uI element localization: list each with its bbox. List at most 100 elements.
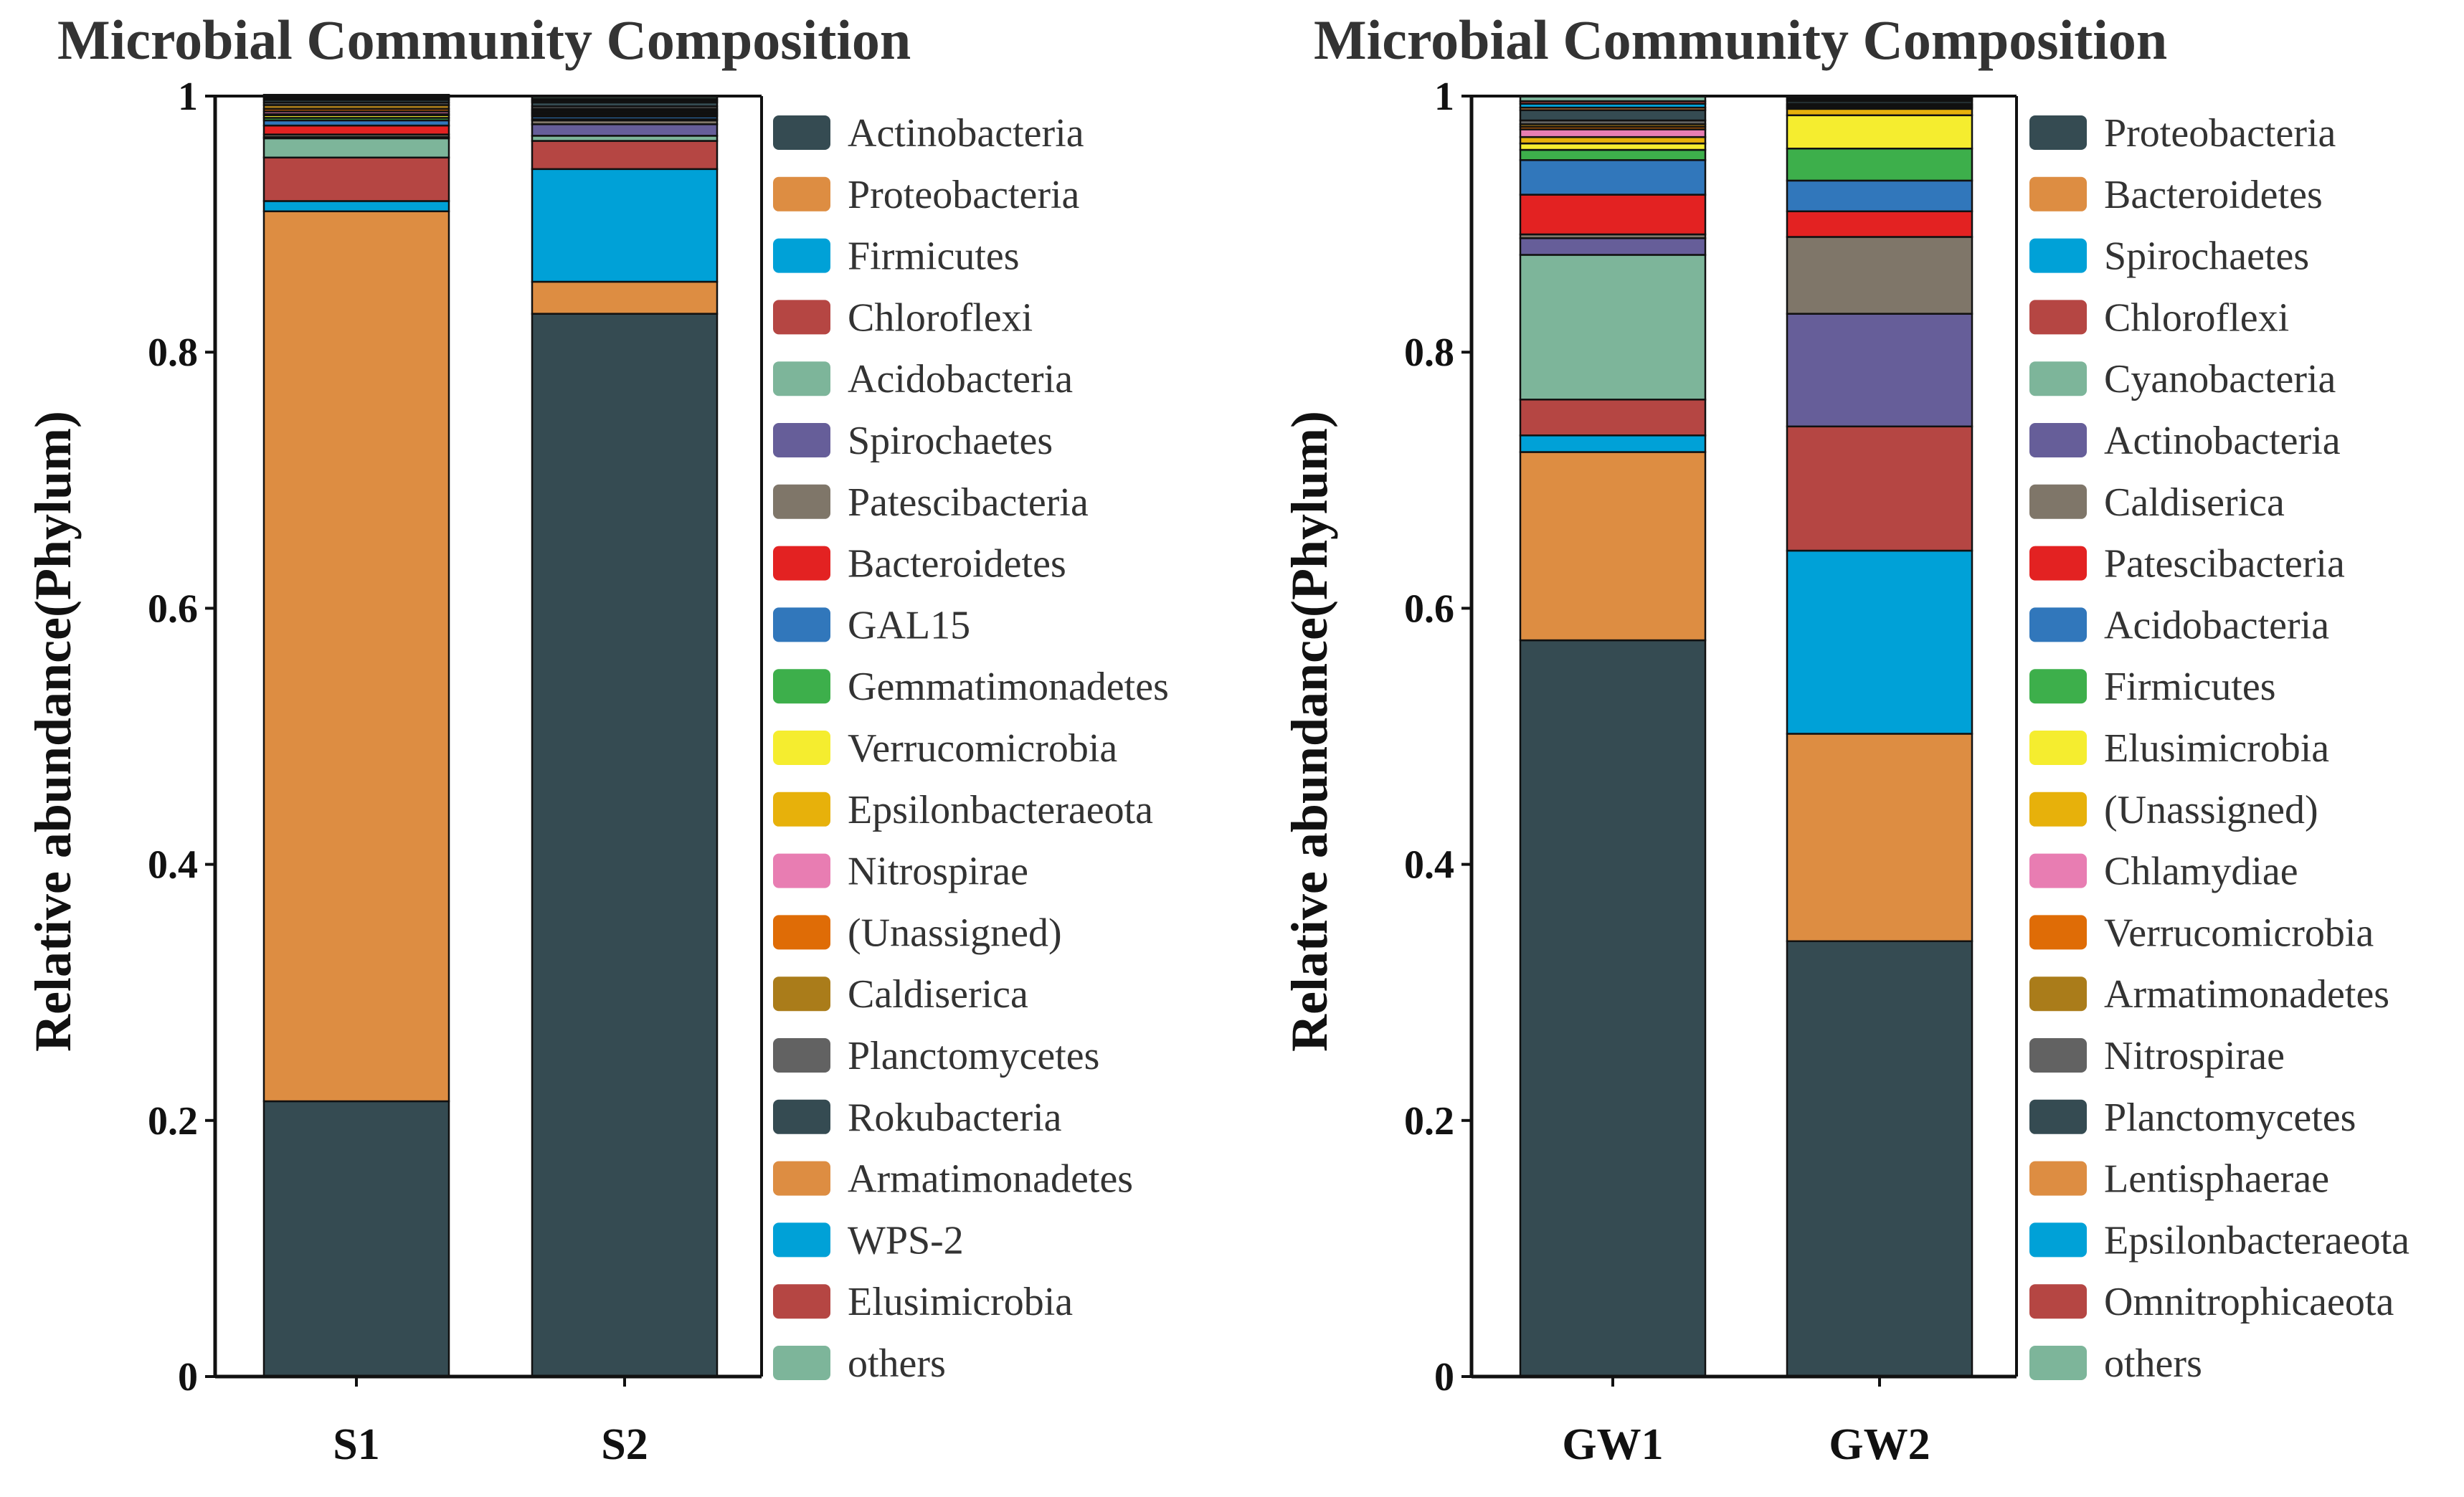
legend-label: GAL15 [848, 603, 970, 647]
legend-label: Caldiserica [2104, 480, 2285, 525]
legend-swatch [773, 669, 830, 704]
legend-swatch [2029, 1346, 2087, 1380]
legend-label: Epsilonbacteraeota [848, 788, 1153, 832]
legend-label: Planctomycetes [848, 1034, 1099, 1078]
bar-segment-GW1-chlamydiae [1519, 128, 1707, 138]
legend-label: Elusimicrobia [848, 1280, 1073, 1324]
bar-segment-GW1-acidobacteria [1519, 159, 1707, 196]
bar-segment-GW1-planctomycetes [1519, 109, 1707, 122]
legend-swatch [2029, 361, 2087, 396]
bar-segment-GW1-cyanobacteria [1519, 254, 1707, 401]
legend-label: Rokubacteria [848, 1096, 1062, 1140]
legend-swatch [773, 1222, 830, 1258]
legend-swatch [773, 1038, 830, 1073]
legend-label: Chloroflexi [848, 295, 1033, 340]
bar-segment-GW1-firmicutes [1519, 148, 1707, 161]
legend-label: Chlamydiae [2104, 850, 2298, 894]
legend-swatch [773, 792, 830, 827]
bar-segment-S1-proteobacteria [262, 210, 450, 1103]
legend-label: Gemmatimonadetes [848, 665, 1169, 709]
legend-swatch [2029, 1099, 2087, 1134]
chart-left-title: Microbial Community Composition [57, 9, 911, 71]
legend-swatch [2029, 484, 2087, 519]
legend-label: Cyanobacteria [2104, 357, 2336, 401]
x-tick-label: GW2 [1829, 1420, 1930, 1469]
legend-swatch [2029, 1038, 2087, 1073]
y-tick-label: 0.6 [1404, 586, 1454, 631]
legend-swatch [2029, 423, 2087, 457]
bar-segment-S1-firmicutes [262, 200, 450, 212]
legend-label: WPS-2 [848, 1218, 964, 1263]
bar-segment-S1-actinobacteria [262, 1100, 450, 1378]
legend-label: Nitrospirae [2104, 1034, 2285, 1078]
legend-label: Firmicutes [848, 234, 1020, 279]
legend-swatch [773, 423, 830, 457]
legend-swatch [773, 731, 830, 765]
legend-label: Acidobacteria [2104, 603, 2329, 647]
legend-label: Caldiserica [848, 972, 1028, 1017]
chart-left-legend: Actinobacteria Proteobacteria Firmicutes Ch… [773, 111, 1169, 1386]
bar-segment-GW1-patescibacteria [1519, 194, 1707, 236]
y-tick-label: 0 [178, 1355, 198, 1399]
chart-right-bars [1519, 95, 1973, 1378]
y-tick-label: 0.8 [1404, 331, 1454, 375]
chart-left-axes: S1 S2 0 0.2 0.4 0.6 0.8 1 [148, 75, 763, 1469]
y-tick-label: 1 [1434, 75, 1454, 119]
bar-segment-GW2-proteobacteria [1786, 940, 1973, 1378]
legend-swatch [773, 300, 830, 335]
bar-segment-S2-actinobacteria [531, 313, 719, 1378]
chart-left: Microbial Community Composition Relative… [24, 9, 1169, 1469]
bar-segment-S1-chloroflexi [262, 156, 450, 202]
legend-label: Spirochaetes [848, 419, 1053, 463]
y-tick-label: 0.2 [148, 1099, 198, 1144]
legend-label: Elusimicrobia [2104, 726, 2329, 771]
legend-label: Omnitrophicaeota [2104, 1280, 2394, 1324]
legend-label: Patescibacteria [2104, 542, 2345, 586]
bar-segment-S2-firmicutes [531, 168, 719, 283]
legend-swatch [773, 607, 830, 642]
bar-segment-GW1-bacteroidetes [1519, 451, 1707, 642]
chart-right-legend: Proteobacteria Bacteroidetes Spirochaetes C… [2029, 111, 2409, 1386]
y-tick-label: 0.6 [148, 586, 198, 631]
legend-swatch [2029, 176, 2087, 212]
legend-label: Epsilonbacteraeota [2104, 1218, 2409, 1263]
legend-swatch [2029, 1222, 2087, 1258]
legend-label: Verrucomicrobia [848, 726, 1117, 771]
legend-label: Actinobacteria [2104, 419, 2341, 463]
legend-swatch [773, 176, 830, 212]
legend-swatch [2029, 853, 2087, 888]
bar-segment-GW2-elusimicrobia [1786, 114, 1973, 150]
bar-segment-GW1--unassigned- [1519, 136, 1707, 145]
legend-label: Nitrospirae [848, 850, 1028, 894]
legend-swatch [773, 484, 830, 519]
bar-segment-GW2-caldiserica [1786, 236, 1973, 315]
bar-segment-GW2-patescibacteria [1786, 210, 1973, 238]
bar-segment-GW2-firmicutes [1786, 147, 1973, 182]
x-tick-label: S2 [601, 1420, 648, 1469]
legend-swatch [2029, 792, 2087, 827]
y-tick-label: 0 [1434, 1355, 1454, 1399]
bar-segment-GW1-proteobacteria [1519, 639, 1707, 1378]
legend-swatch [773, 546, 830, 581]
legend-label: Lentisphaerae [2104, 1157, 2329, 1202]
legend-swatch [773, 1284, 830, 1319]
legend-label: Actinobacteria [848, 111, 1084, 156]
legend-swatch [2029, 976, 2087, 1012]
legend-label: Patescibacteria [848, 480, 1089, 525]
bar-segment-S2-chloroflexi [531, 140, 719, 171]
bar-segment-GW2-chloroflexi [1786, 425, 1973, 552]
legend-label: Verrucomicrobia [2104, 911, 2374, 955]
legend-label: Acidobacteria [848, 357, 1073, 401]
chart-right-y-axis-label: Relative abundance(Phylum) [1281, 411, 1338, 1052]
y-tick-label: 1 [178, 75, 198, 119]
legend-swatch [773, 915, 830, 950]
bar-segment-S1-bacteroidetes [262, 124, 450, 136]
y-tick-label: 0.8 [148, 331, 198, 375]
legend-label: Proteobacteria [2104, 111, 2336, 156]
y-tick-label: 0.2 [1404, 1099, 1454, 1144]
legend-swatch [773, 1161, 830, 1196]
bar-segment-GW2-spirochaetes [1786, 549, 1973, 735]
legend-swatch [773, 976, 830, 1012]
legend-label: others [848, 1341, 946, 1386]
